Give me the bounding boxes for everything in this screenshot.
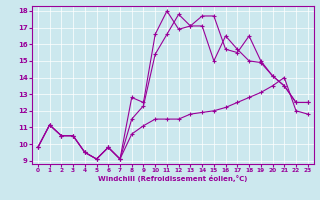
- X-axis label: Windchill (Refroidissement éolien,°C): Windchill (Refroidissement éolien,°C): [98, 175, 247, 182]
